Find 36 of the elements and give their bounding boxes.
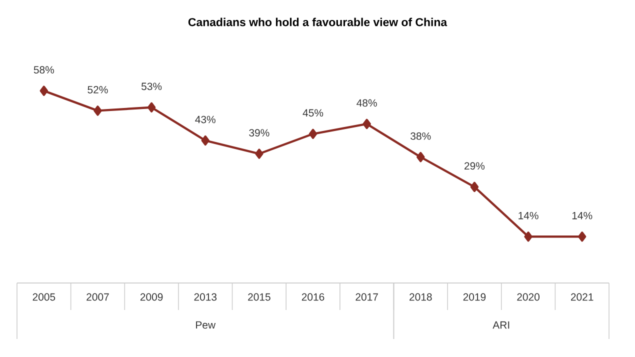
x-tick-label: 2019 [463,293,486,301]
x-tick-label: 2016 [302,293,324,301]
point [470,182,479,192]
x-tick-label: 2015 [248,293,270,301]
data-label: 14% [572,212,592,220]
x-tick-label: 2017 [356,293,378,301]
point [255,148,264,159]
data-label: 52% [88,86,108,94]
data-label: 38% [410,132,431,140]
x-tick-label: 2009 [140,293,163,301]
x-tick-label: 2013 [194,293,217,301]
x-tick-label: 2018 [410,293,432,301]
x-tick-label: 2007 [86,293,109,301]
point [201,135,210,146]
data-label: 43% [195,116,216,124]
chart-title: Canadians who hold a favourable view of China [188,18,448,26]
point [524,232,532,242]
point [308,128,318,139]
x-tick-label: 2021 [571,293,594,301]
point [416,152,425,162]
data-label: 58% [34,66,54,74]
data-label: 45% [302,109,324,117]
point [40,86,48,96]
point [94,106,102,116]
data-label: 48% [356,99,377,107]
point [578,232,586,242]
point [362,118,371,130]
data-label: 14% [518,212,538,220]
data-label: 53% [142,82,162,90]
text: ARI [492,321,510,329]
data-label: 29% [464,162,485,170]
point [147,102,156,112]
x-tick-label: 2005 [32,293,56,301]
text: Pew [196,321,216,329]
x-tick-label: 2020 [517,293,540,301]
data-label: 39% [249,129,270,136]
